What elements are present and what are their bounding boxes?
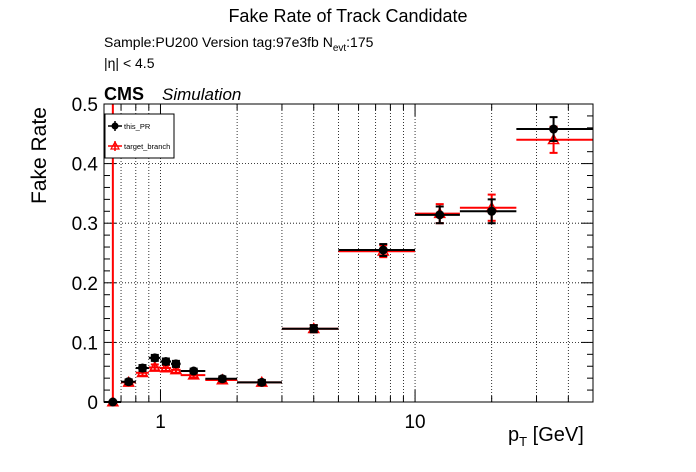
cms-label: CMS <box>104 84 144 104</box>
sample-info-text: Sample:PU200 Version tag:97e3fb N <box>104 34 333 50</box>
data-point <box>169 363 183 375</box>
data-point <box>171 359 181 369</box>
series-this_PR <box>104 116 593 407</box>
x-axis-label-unit: [GeV] <box>527 424 584 446</box>
legend: this_PR target_branch <box>104 113 175 159</box>
axis-ticks: 1 10 0 0.1 0.2 0.3 0.4 0.5 <box>72 95 594 433</box>
y-tick-label: 0.5 <box>72 95 98 116</box>
grid <box>103 104 594 402</box>
x-axis-label: pT [GeV] <box>508 424 584 449</box>
x-tick-label: 10 <box>404 412 425 433</box>
data-point <box>487 206 497 216</box>
y-tick-label: 0.2 <box>72 274 98 295</box>
data-point <box>138 363 148 373</box>
legend-box <box>104 113 175 159</box>
data-point <box>257 377 267 387</box>
y-tick-label: 0 <box>87 393 98 414</box>
x-tick-label: 1 <box>155 412 166 433</box>
y-tick-label: 0.4 <box>72 155 99 176</box>
sample-info-subscript: evt <box>332 42 347 54</box>
data-point <box>378 245 388 255</box>
y-tick-label: 0.1 <box>72 333 98 354</box>
data-point <box>309 324 319 334</box>
y-tick-label: 0.3 <box>72 214 98 235</box>
legend-marker <box>109 140 121 150</box>
data-series <box>104 104 593 407</box>
x-axis-label-sub: T <box>519 434 528 449</box>
data-point <box>435 210 445 220</box>
legend-label: this_PR <box>124 122 151 131</box>
data-point <box>136 366 149 378</box>
data-point <box>547 133 560 145</box>
data-point <box>161 356 171 366</box>
data-point <box>217 374 227 384</box>
data-point <box>148 360 162 372</box>
legend-marker <box>111 122 119 130</box>
chart-title: Fake Rate of Track Candidate <box>228 6 468 26</box>
data-point <box>549 124 559 134</box>
sample-info-count: :175 <box>346 34 374 50</box>
plot-frame <box>103 103 594 403</box>
data-point <box>159 361 173 373</box>
simulation-label: Simulation <box>162 85 242 104</box>
data-point <box>124 377 134 387</box>
data-point <box>150 353 160 363</box>
x-axis-label-main: p <box>508 424 520 446</box>
sample-info: Sample:PU200 Version tag:97e3fb Nevt:175 <box>104 34 373 54</box>
eta-cut-label: |η| < 4.5 <box>104 55 155 71</box>
data-point <box>189 366 199 376</box>
legend-label: target_branch <box>124 142 170 151</box>
